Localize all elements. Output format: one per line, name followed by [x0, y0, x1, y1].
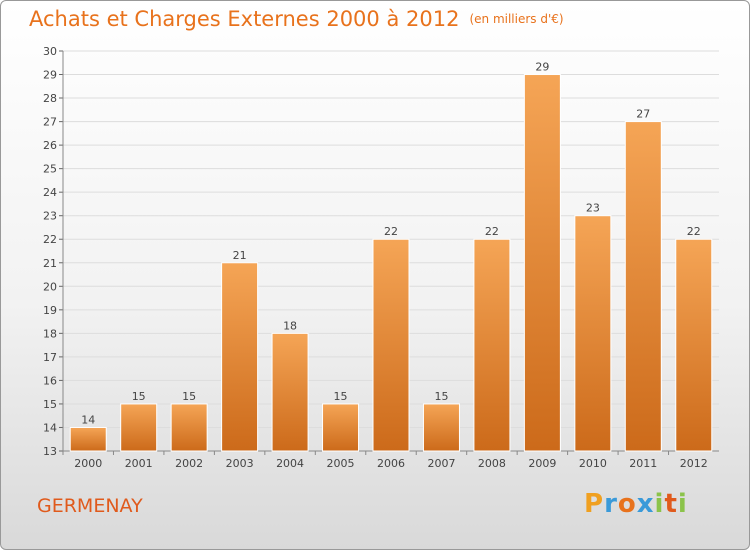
logo-letter: i	[654, 489, 665, 519]
bar-2002	[170, 403, 208, 452]
bar-2012	[675, 238, 713, 452]
y-tick-label: 14	[43, 421, 57, 434]
y-tick-label: 19	[43, 304, 57, 317]
x-tick-label-2009: 2009	[528, 457, 556, 470]
x-tick-label-2003: 2003	[226, 457, 254, 470]
x-tick-label-2000: 2000	[74, 457, 102, 470]
x-tick-label-2005: 2005	[327, 457, 355, 470]
y-tick-label: 24	[43, 186, 57, 199]
bar-2009	[523, 74, 561, 452]
logo-letter: i	[677, 489, 688, 519]
x-tick-label-2006: 2006	[377, 457, 405, 470]
bar-2001	[120, 403, 158, 452]
data-label-2011: 27	[636, 108, 650, 121]
logo-letter: r	[604, 489, 618, 519]
x-tick-label-2007: 2007	[427, 457, 455, 470]
y-tick-label: 15	[43, 398, 57, 411]
data-label-2007: 15	[434, 390, 448, 403]
data-label-2003: 21	[233, 249, 247, 262]
bar-2011	[624, 121, 662, 452]
data-label-2004: 18	[283, 319, 297, 332]
y-tick-label: 20	[43, 280, 57, 293]
y-tick-label: 21	[43, 257, 57, 270]
data-label-2000: 14	[81, 413, 95, 426]
x-tick-label-2004: 2004	[276, 457, 304, 470]
bar-2006	[372, 238, 410, 452]
x-tick-label-2001: 2001	[125, 457, 153, 470]
bar-2007	[422, 403, 460, 452]
logo-letter: P	[584, 489, 605, 519]
logo-letter: t	[664, 489, 678, 519]
bar-2005	[322, 403, 360, 452]
y-tick-label: 25	[43, 163, 57, 176]
data-label-2002: 15	[182, 390, 196, 403]
data-label-2005: 15	[334, 390, 348, 403]
bar-2010	[574, 215, 612, 452]
x-tick-label-2010: 2010	[579, 457, 607, 470]
commune-name: GERMENAY	[37, 495, 143, 517]
data-label-2006: 22	[384, 225, 398, 238]
x-tick-label-2002: 2002	[175, 457, 203, 470]
proxiti-logo: Proxiti	[584, 489, 688, 519]
bar-2008	[473, 238, 511, 452]
y-tick-label: 23	[43, 210, 57, 223]
x-tick-label-2011: 2011	[629, 457, 657, 470]
chart-title: Achats et Charges Externes 2000 à 2012 (e…	[29, 7, 564, 31]
data-label-2001: 15	[132, 390, 146, 403]
y-tick-label: 28	[43, 92, 57, 105]
y-tick-label: 26	[43, 139, 57, 152]
y-tick-label: 29	[43, 69, 57, 82]
bars	[69, 74, 713, 452]
data-label-2012: 22	[687, 225, 701, 238]
bar-2000	[69, 426, 107, 452]
y-tick-label: 17	[43, 351, 57, 364]
logo-letter: o	[617, 489, 637, 519]
y-tick-label: 16	[43, 374, 57, 387]
logo-letter: x	[636, 489, 655, 519]
y-tick-label: 13	[43, 445, 57, 458]
x-tick-label-2008: 2008	[478, 457, 506, 470]
y-tick-label: 30	[43, 45, 57, 58]
chart-unit: (en milliers d'€)	[469, 12, 564, 26]
data-labels: 14 15 15 21 18 15 22 15 22 29 23 27 22	[81, 61, 701, 427]
bar-2003	[221, 262, 259, 452]
y-tick-label: 27	[43, 116, 57, 129]
y-tick-label: 18	[43, 327, 57, 340]
y-tick-label: 22	[43, 233, 57, 246]
x-tick-label-2012: 2012	[680, 457, 708, 470]
data-label-2008: 22	[485, 225, 499, 238]
data-label-2009: 29	[535, 61, 549, 74]
data-label-2010: 23	[586, 202, 600, 215]
chart-title-text: Achats et Charges Externes 2000 à 2012	[29, 7, 460, 31]
bar-2004	[271, 332, 309, 452]
